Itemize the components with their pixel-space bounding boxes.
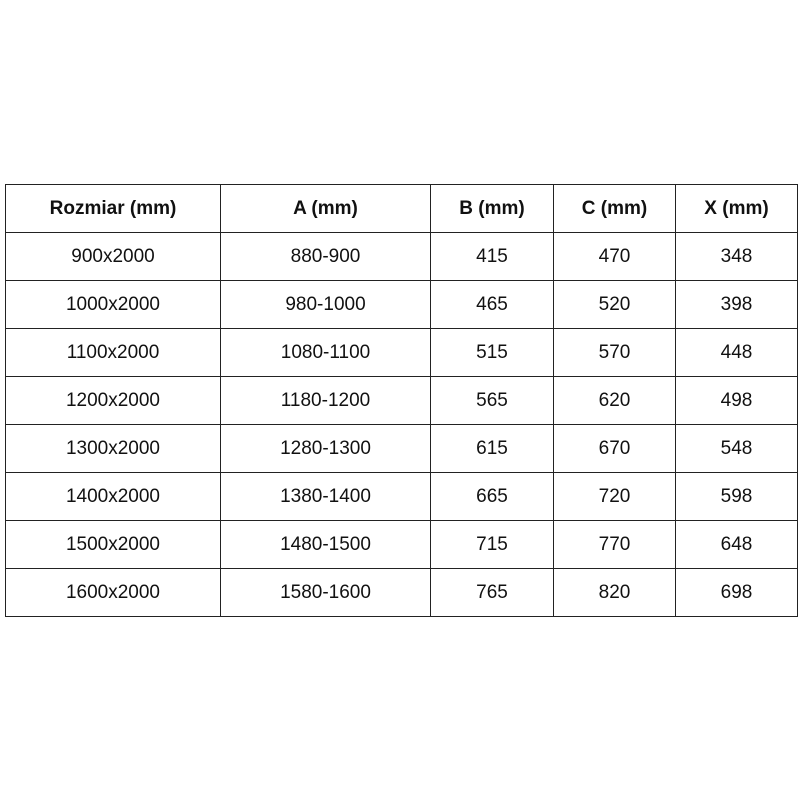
cell-size: 900x2000 <box>5 232 221 281</box>
cell-size: 1300x2000 <box>5 424 221 473</box>
table-row: 900x2000 880-900 415 470 348 <box>5 232 798 281</box>
header-row: Rozmiar (mm) A (mm) B (mm) C (mm) X (mm) <box>5 184 798 233</box>
cell-b: 515 <box>430 328 554 377</box>
cell-x: 498 <box>675 376 798 425</box>
cell-c: 820 <box>553 568 676 617</box>
cell-a: 980-1000 <box>220 280 431 329</box>
cell-b: 765 <box>430 568 554 617</box>
table-row: 1200x2000 1180-1200 565 620 498 <box>5 376 798 425</box>
cell-c: 520 <box>553 280 676 329</box>
cell-a: 1380-1400 <box>220 472 431 521</box>
table-row: 1000x2000 980-1000 465 520 398 <box>5 280 798 329</box>
cell-x: 448 <box>675 328 798 377</box>
cell-b: 615 <box>430 424 554 473</box>
cell-b: 465 <box>430 280 554 329</box>
header-size: Rozmiar (mm) <box>5 184 221 233</box>
cell-x: 648 <box>675 520 798 569</box>
header-a: A (mm) <box>220 184 431 233</box>
header-x: X (mm) <box>675 184 798 233</box>
dimensions-table: Rozmiar (mm) A (mm) B (mm) C (mm) X (mm)… <box>5 184 798 617</box>
cell-a: 1580-1600 <box>220 568 431 617</box>
cell-a: 1080-1100 <box>220 328 431 377</box>
header-b: B (mm) <box>430 184 554 233</box>
cell-size: 1100x2000 <box>5 328 221 377</box>
table-row: 1400x2000 1380-1400 665 720 598 <box>5 472 798 521</box>
cell-x: 548 <box>675 424 798 473</box>
cell-a: 1280-1300 <box>220 424 431 473</box>
cell-x: 348 <box>675 232 798 281</box>
cell-size: 1500x2000 <box>5 520 221 569</box>
cell-x: 398 <box>675 280 798 329</box>
cell-c: 570 <box>553 328 676 377</box>
cell-x: 698 <box>675 568 798 617</box>
cell-size: 1400x2000 <box>5 472 221 521</box>
cell-b: 665 <box>430 472 554 521</box>
header-c: C (mm) <box>553 184 676 233</box>
cell-a: 1480-1500 <box>220 520 431 569</box>
cell-c: 470 <box>553 232 676 281</box>
cell-size: 1200x2000 <box>5 376 221 425</box>
cell-size: 1000x2000 <box>5 280 221 329</box>
cell-c: 720 <box>553 472 676 521</box>
cell-c: 670 <box>553 424 676 473</box>
cell-c: 620 <box>553 376 676 425</box>
cell-x: 598 <box>675 472 798 521</box>
table-row: 1300x2000 1280-1300 615 670 548 <box>5 424 798 473</box>
cell-b: 565 <box>430 376 554 425</box>
cell-c: 770 <box>553 520 676 569</box>
cell-a: 1180-1200 <box>220 376 431 425</box>
cell-b: 415 <box>430 232 554 281</box>
cell-b: 715 <box>430 520 554 569</box>
cell-size: 1600x2000 <box>5 568 221 617</box>
table-row: 1600x2000 1580-1600 765 820 698 <box>5 568 798 617</box>
table-row: 1500x2000 1480-1500 715 770 648 <box>5 520 798 569</box>
cell-a: 880-900 <box>220 232 431 281</box>
table-row: 1100x2000 1080-1100 515 570 448 <box>5 328 798 377</box>
